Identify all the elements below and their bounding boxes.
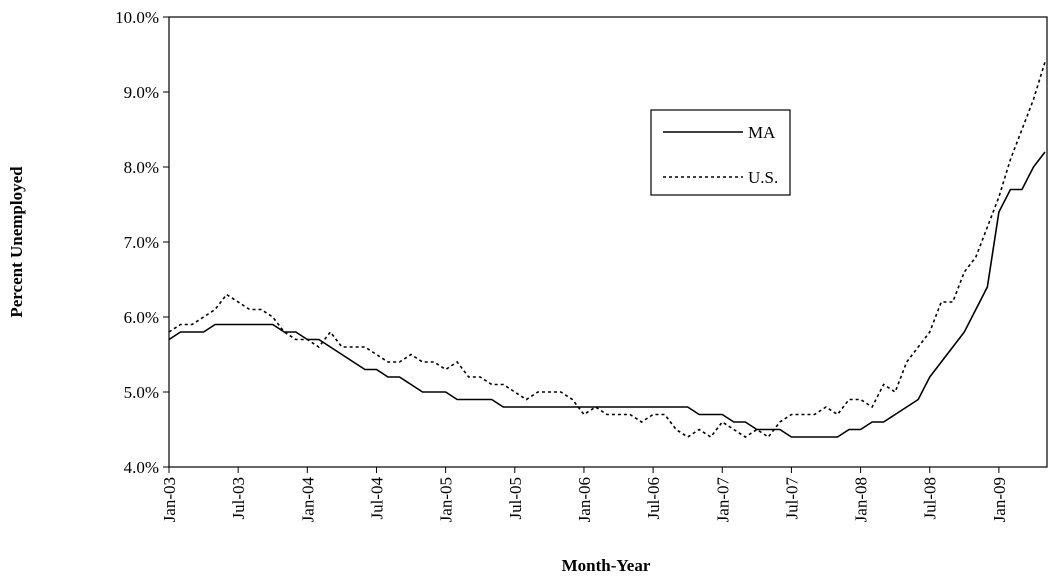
legend-box: [650, 109, 791, 196]
y-tick-label: 10.0%: [115, 8, 159, 27]
x-tick-label: Jul-03: [229, 477, 248, 520]
x-tick-label: Jul-08: [921, 477, 940, 520]
plot-frame: [168, 16, 1048, 468]
y-tick-label: 8.0%: [124, 158, 159, 177]
x-tick-label: Jan-08: [852, 477, 871, 522]
x-tick-label: Jul-04: [367, 477, 386, 520]
legend-label: U.S.: [748, 168, 778, 187]
x-tick-label: Jan-04: [298, 477, 317, 523]
x-tick-label: Jul-05: [506, 477, 525, 520]
x-axis-title: Month-Year: [562, 556, 651, 575]
x-tick-label: Jan-03: [160, 477, 179, 522]
y-tick-label: 4.0%: [124, 458, 159, 477]
series-line: [168, 151, 1046, 438]
y-axis-title: Percent Unemployed: [7, 166, 26, 318]
y-tick-label: 6.0%: [124, 308, 159, 327]
y-tick-label: 7.0%: [124, 233, 159, 252]
x-tick-label: Jul-07: [782, 477, 801, 520]
x-tick-label: Jan-09: [990, 477, 1009, 522]
y-tick-label: 5.0%: [124, 383, 159, 402]
legend-label: MA: [748, 123, 776, 142]
x-tick-label: Jan-06: [575, 477, 594, 522]
x-tick-label: Jan-07: [713, 477, 732, 523]
x-tick-label: Jan-05: [437, 477, 456, 522]
series-line: [168, 61, 1046, 439]
x-tick-label: Jul-06: [644, 477, 663, 520]
y-tick-label: 9.0%: [124, 83, 159, 102]
